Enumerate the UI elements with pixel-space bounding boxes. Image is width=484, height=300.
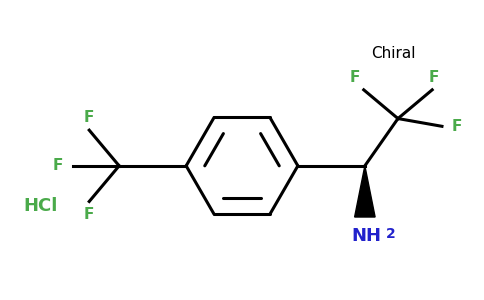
Text: F: F xyxy=(84,110,94,124)
Text: F: F xyxy=(84,207,94,222)
Text: NH: NH xyxy=(352,227,382,245)
Text: 2: 2 xyxy=(386,227,396,241)
Text: F: F xyxy=(53,158,63,173)
Text: F: F xyxy=(429,70,439,85)
Text: F: F xyxy=(349,70,360,85)
Text: Chiral: Chiral xyxy=(371,46,416,61)
Text: F: F xyxy=(451,119,462,134)
Text: HCl: HCl xyxy=(23,197,58,215)
Polygon shape xyxy=(355,166,375,217)
